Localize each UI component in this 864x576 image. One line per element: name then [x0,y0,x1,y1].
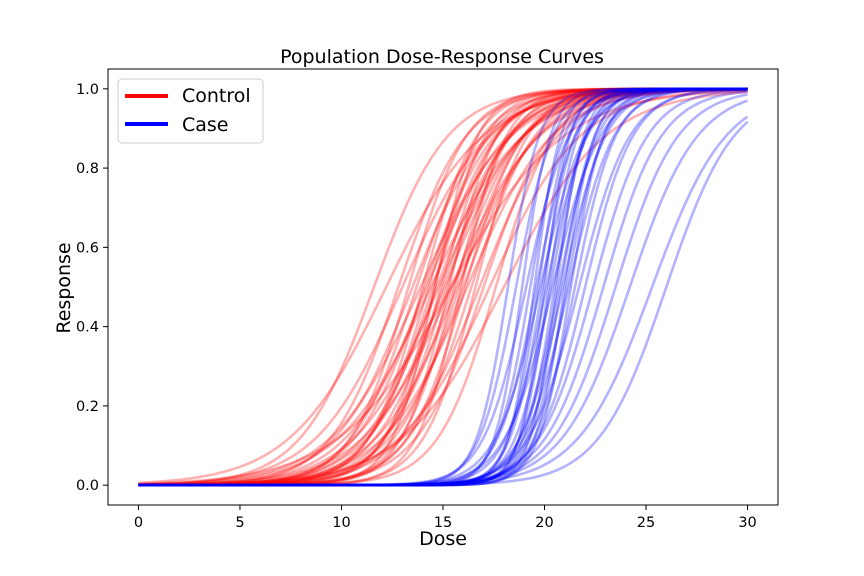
curve-control [138,87,748,487]
curve-control [138,87,748,487]
y-tick-label: 0.0 [76,478,99,494]
curve-control [138,87,748,486]
curve-control [138,88,748,487]
curve-control [138,90,748,487]
curve-control [138,87,748,487]
curve-case [138,87,748,487]
curve-control [138,87,748,487]
legend-label-case: Case [182,114,229,136]
y-tick-label: 0.2 [76,399,99,415]
curve-control [138,87,748,486]
curve-control [138,87,748,487]
curve-case [138,90,748,487]
curve-control [138,87,748,487]
curve-control [138,87,748,487]
curve-case [138,88,748,487]
curve-control [138,87,748,487]
curve-control [138,87,748,487]
curve-control [138,87,748,487]
curve-control [138,87,748,487]
x-tick-label: 20 [535,515,553,531]
y-axis-label: Response [53,242,75,333]
curve-control [138,87,748,487]
curve-case [138,87,748,487]
curve-control [138,87,748,485]
curve-case [138,88,748,487]
x-axis-label: Dose [419,528,467,550]
curve-control [138,87,748,487]
curve-case [138,87,748,487]
curve-control [138,87,748,487]
curve-control [138,87,748,487]
y-tick-label: 0.4 [76,320,99,336]
curve-case [138,87,748,487]
curve-control [138,89,748,485]
curve-control [138,87,748,486]
curve-control [138,87,748,487]
curve-case [138,87,748,487]
curve-case [138,87,748,487]
series-layer [138,87,749,487]
curve-control [138,87,748,487]
series-control [138,87,748,487]
curve-control [138,87,748,487]
y-axis: 0.0 0.2 0.4 0.6 0.8 1.0 [76,82,108,494]
curve-case [138,87,748,487]
curve-case [138,87,748,487]
x-axis: 0 5 10 15 20 25 30 [134,505,757,531]
curve-case [138,87,748,487]
curve-control [138,87,748,487]
curve-control [138,87,748,487]
curve-control [138,87,748,487]
y-tick-label: 1.0 [76,82,99,98]
curve-control [138,88,748,487]
x-tick-label: 10 [332,515,350,531]
curve-case [138,87,748,487]
chart-title: Population Dose-Response Curves [280,46,604,68]
plot-area [107,68,779,506]
curve-case [138,87,748,487]
curve-case [138,87,748,487]
curve-control [138,87,748,487]
curve-case [138,87,748,487]
series-case [138,87,749,487]
y-tick-label: 0.8 [76,161,99,177]
curve-control [138,88,748,487]
x-tick-label: 5 [235,515,244,531]
x-tick-label: 15 [434,515,452,531]
curve-case [138,87,748,487]
curve-case [138,87,748,487]
curve-case [138,87,748,487]
curve-case [138,99,748,487]
legend-label-control: Control [182,85,251,107]
y-tick-label: 0.6 [76,240,99,256]
curve-case [138,87,748,487]
curve-control [138,87,748,487]
legend: Control Case [117,78,264,144]
x-tick-label: 0 [134,515,143,531]
curve-control [138,87,748,487]
curve-case [138,87,748,487]
curve-control [138,87,748,487]
curve-case [138,87,748,487]
curve-case [138,87,748,487]
curve-control [138,87,748,487]
x-tick-label: 25 [637,515,655,531]
curve-case [138,93,748,487]
curve-case [138,87,748,487]
curve-case [138,87,748,487]
curve-case [138,87,748,487]
x-tick-label: 30 [738,515,756,531]
curve-case [138,115,749,487]
curve-case [138,87,748,487]
curve-control [138,87,748,487]
curve-control [138,87,748,487]
curve-case [138,87,748,487]
curve-control [138,87,748,486]
curve-case [138,120,749,487]
curve-control [138,87,748,487]
curve-control [138,87,748,487]
curve-case [138,87,748,487]
